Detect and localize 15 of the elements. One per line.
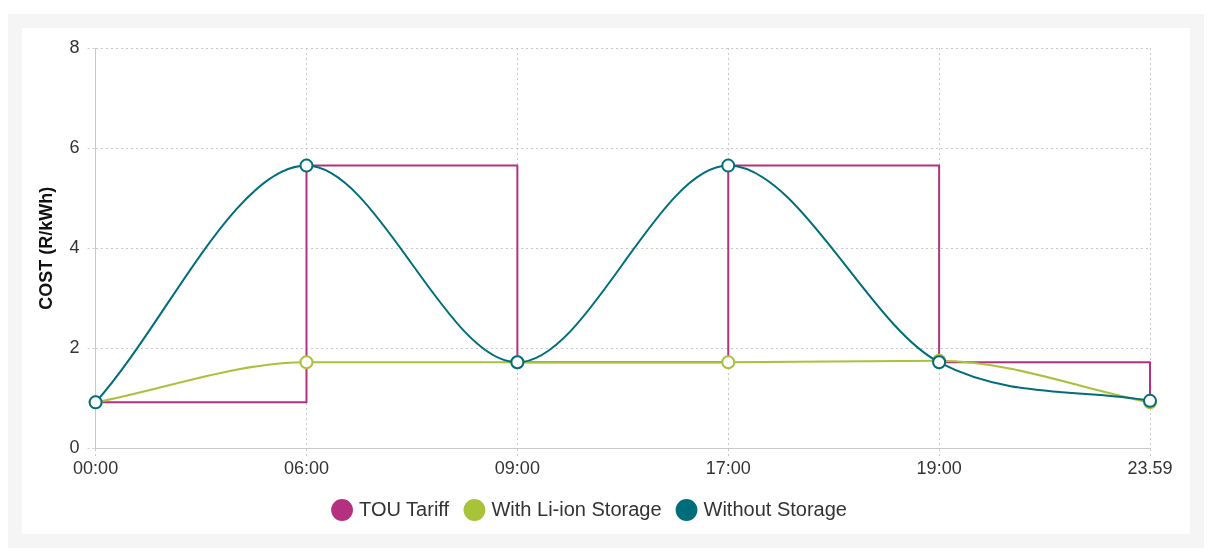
y-tick-label: 4 xyxy=(69,237,80,258)
legend-label: With Li-ion Storage xyxy=(491,497,662,520)
legend-label: Without Storage xyxy=(703,497,847,520)
x-tick-label: 06:00 xyxy=(283,458,330,479)
x-tick-label: 00:00 xyxy=(73,458,119,479)
y-tick-label: 6 xyxy=(69,137,80,158)
x-tick-label: 17:00 xyxy=(705,458,751,479)
legend-label: TOU Tariff xyxy=(359,497,450,520)
y-tick-label: 0 xyxy=(69,437,80,458)
y-tick-label: 8 xyxy=(69,36,80,57)
y-tick-label: 2 xyxy=(69,337,80,358)
x-tick-label: 09:00 xyxy=(494,458,540,479)
y-axis-title: COST (R/kWh) xyxy=(35,186,56,310)
x-tick-label: 23.59 xyxy=(1127,458,1173,479)
x-tick-label: 19:00 xyxy=(916,458,962,479)
